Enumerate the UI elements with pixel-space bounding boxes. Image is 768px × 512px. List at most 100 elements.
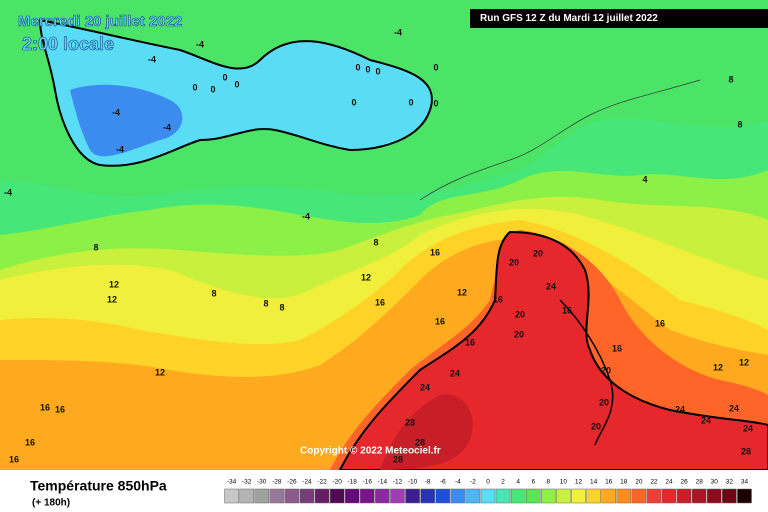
contour-label: 24 [546,281,556,291]
legend-label: 0 [486,479,490,486]
legend-label: 30 [711,479,719,486]
contour-label: 24 [420,382,430,392]
contour-label: 16 [493,294,503,304]
legend-label: -20 [332,479,342,486]
legend-swatch [646,488,662,504]
legend-swatch [510,488,526,504]
legend-label: -12 [393,479,403,486]
legend-label: -32 [242,479,252,486]
contour-label: 8 [93,242,98,252]
legend-swatch [616,488,632,504]
contour-label: 0 [210,84,215,94]
legend-subtitle: (+ 180h) [32,498,70,509]
contour-label: 16 [25,437,35,447]
contour-label: 16 [435,316,445,326]
contour-label: 8 [373,237,378,247]
contour-label: -4 [302,211,310,221]
contour-label: 12 [713,362,723,372]
map-background [0,0,768,471]
contour-label: 24 [729,403,739,413]
legend-swatch [571,488,586,504]
contour-label: 20 [599,397,609,407]
contour-label: -4 [196,39,204,49]
contour-label: 12 [107,294,117,304]
contour-label: 28 [741,446,751,456]
contour-label: 8 [728,74,733,84]
contour-label: 16 [40,402,50,412]
legend-swatch [284,488,300,504]
legend-label: 26 [680,479,688,486]
legend-swatch [254,488,270,504]
legend-label: -26 [287,479,297,486]
contour-label: 16 [9,454,19,464]
contour-label: 0 [433,62,438,72]
contour-label: 16 [612,343,622,353]
legend-swatch [239,488,254,504]
legend-label: -28 [272,479,282,486]
map-date: Mercredi 20 juillet 2022 [18,13,182,30]
legend-label: 12 [575,479,583,486]
contour-label: -4 [148,54,156,64]
legend-swatch [601,488,616,504]
legend-label: -4 [455,479,461,486]
legend-swatch [631,488,647,504]
legend-swatch [556,488,571,504]
contour-label: 0 [351,97,356,107]
contour-label: 0 [222,72,227,82]
contour-label: -4 [116,144,124,154]
contour-label: -4 [4,187,12,197]
contour-label: 16 [655,318,665,328]
contour-label: 24 [743,423,753,433]
map-time: 2:00 locale [22,34,114,54]
legend-label: 16 [605,479,613,486]
copyright: Copyright © 2022 Meteociel.fr [300,446,441,457]
legend-label: -2 [470,479,476,486]
legend-swatch [224,488,239,504]
legend-label: 8 [547,479,551,486]
contour-label: 24 [701,415,711,425]
contour-label: 0 [375,66,380,76]
legend-swatch [465,488,481,504]
legend-swatch [420,488,435,504]
legend-swatch [450,488,466,504]
legend-label: 14 [590,479,598,486]
contour-label: 0 [192,82,197,92]
legend-swatch [405,488,420,504]
legend-label: 22 [650,479,658,486]
contour-label: 20 [514,329,524,339]
contour-label: 28 [405,417,415,427]
legend-title: Température 850hPa [30,478,167,494]
legend-swatch [722,488,737,504]
legend-swatch [375,488,390,504]
contour-label: 20 [601,365,611,375]
legend-swatch [737,488,752,504]
legend-swatch [480,488,496,504]
legend-swatch [525,488,541,504]
legend-swatch [706,488,722,504]
contour-label: 12 [361,272,371,282]
legend-swatch [495,488,511,504]
legend-label: 34 [741,479,749,486]
contour-label: 12 [739,357,749,367]
contour-label: 16 [430,247,440,257]
legend-swatch [390,488,405,504]
legend-swatch [691,488,707,504]
contour-label: 0 [365,64,370,74]
legend-label: -34 [227,479,237,486]
legend-label: -6 [440,479,446,486]
legend-label: -30 [257,479,267,486]
contour-label: 20 [515,309,525,319]
run-box [470,9,768,28]
contour-label: 16 [55,404,65,414]
legend-label: 10 [560,479,568,486]
legend-swatch [586,488,601,504]
contour-label: 8 [279,302,284,312]
legend-label: 28 [696,479,704,486]
legend-swatch [541,488,556,504]
contour-label: 8 [263,298,268,308]
contour-label: 24 [450,368,460,378]
contour-label: 12 [155,367,165,377]
contour-label: 12 [109,279,119,289]
